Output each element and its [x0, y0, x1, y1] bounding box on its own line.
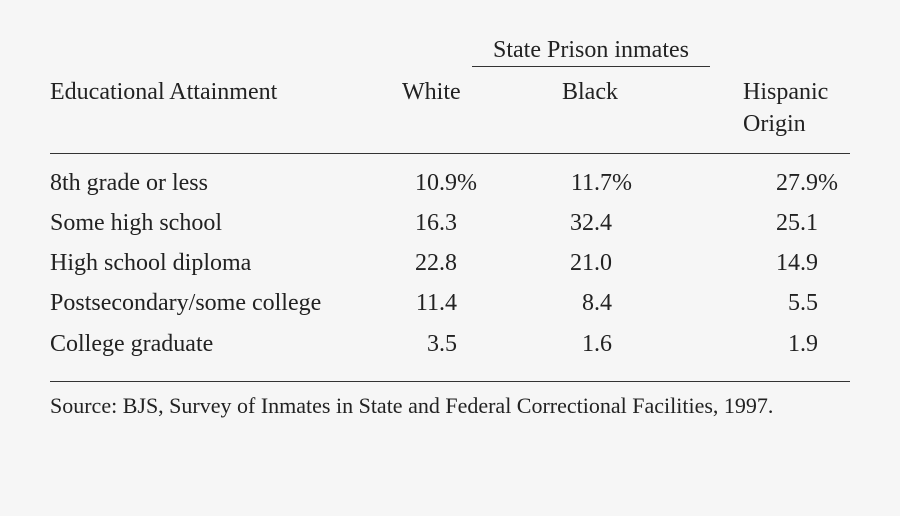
cell-value: 27.9%: [776, 170, 838, 196]
group-title: State Prison inmates: [493, 37, 689, 63]
cell-value: 14.9: [776, 250, 818, 276]
column-header: Educational Attainment: [50, 79, 278, 105]
header-rule: [50, 153, 850, 154]
group-underline: [472, 66, 710, 67]
cell-value: 8.4: [582, 290, 612, 316]
cell-value: 11.7%: [570, 170, 632, 196]
cell-value: 1.9: [788, 331, 818, 357]
cell-value: 16.3: [415, 210, 457, 236]
cell-value: 3.5: [427, 331, 457, 357]
cell-value: 5.5: [788, 290, 818, 316]
cell-value: 21.0: [570, 250, 612, 276]
column-header: White: [402, 79, 461, 105]
row-label: Some high school: [50, 210, 222, 236]
column-header: Hispanic Origin: [743, 79, 829, 137]
row-label: 8th grade or less: [50, 170, 208, 196]
cell-value: 10.9%: [415, 170, 477, 196]
row-label: Postsecondary/some college: [50, 290, 322, 316]
cell-value: 22.8: [415, 250, 457, 276]
row-label: College graduate: [50, 331, 214, 357]
footer-rule: [50, 381, 850, 382]
column-header: Black: [562, 79, 618, 105]
source-note: Source: BJS, Survey of Inmates in State …: [50, 393, 774, 418]
cell-value: 11.4: [415, 290, 457, 316]
cell-value: 1.6: [582, 331, 612, 357]
cell-value: 25.1: [776, 210, 818, 236]
row-label: High school diploma: [50, 250, 252, 276]
cell-value: 32.4: [570, 210, 612, 236]
